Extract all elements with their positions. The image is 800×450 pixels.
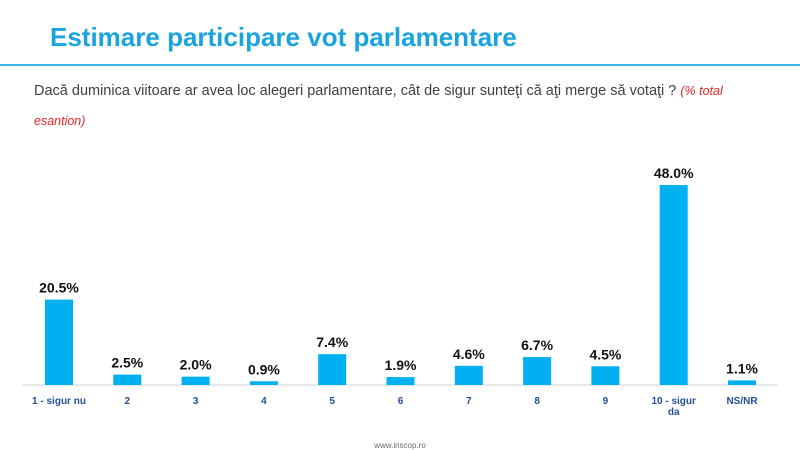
- category-label-4: 4: [261, 396, 267, 407]
- bar-11: [728, 380, 756, 385]
- source-footer: www.inscop.ro: [374, 441, 426, 450]
- category-label-8: 8: [534, 396, 540, 407]
- value-label-9: 4.5%: [589, 346, 621, 362]
- value-label-10: 48.0%: [654, 165, 694, 181]
- sample-note: (% total esantion): [34, 84, 723, 128]
- bar-8: [523, 357, 552, 385]
- category-label-10: 10 - sigur da: [651, 396, 696, 418]
- value-label-11: 1.1%: [726, 360, 758, 376]
- value-label-3: 2.0%: [180, 357, 212, 373]
- value-label-7: 4.6%: [453, 346, 485, 362]
- value-label-5: 7.4%: [316, 334, 348, 350]
- title-divider: [0, 64, 800, 66]
- category-label-2: 2: [125, 396, 131, 407]
- bar-4: [249, 381, 278, 385]
- question-text: Dacă duminica viitoare ar avea loc alege…: [34, 83, 677, 99]
- value-label-8: 6.7%: [521, 337, 553, 353]
- bar-5: [318, 354, 347, 385]
- page-title: Estimare participare vot parlamentare: [50, 22, 517, 52]
- bar-6: [386, 377, 415, 385]
- category-label-11: NS/NR: [726, 396, 758, 407]
- bar-7: [454, 365, 483, 385]
- value-label-4: 0.9%: [248, 361, 280, 377]
- bar-10: [659, 185, 688, 385]
- value-label-2: 2.5%: [111, 355, 143, 371]
- value-label-1: 20.5%: [39, 280, 79, 296]
- bar-9: [591, 366, 620, 385]
- bar-2: [113, 374, 142, 385]
- category-label-7: 7: [466, 396, 472, 407]
- category-label-3: 3: [193, 396, 199, 407]
- category-label-5: 5: [329, 396, 335, 407]
- category-label-6: 6: [398, 396, 404, 407]
- category-label-1: 1 - sigur nu: [32, 396, 86, 407]
- category-label-9: 9: [603, 396, 609, 407]
- survey-question: Dacă duminica viitoare ar avea loc alege…: [34, 76, 774, 136]
- value-label-6: 1.9%: [385, 357, 417, 373]
- bar-3: [181, 376, 210, 385]
- bar-1: [45, 299, 73, 385]
